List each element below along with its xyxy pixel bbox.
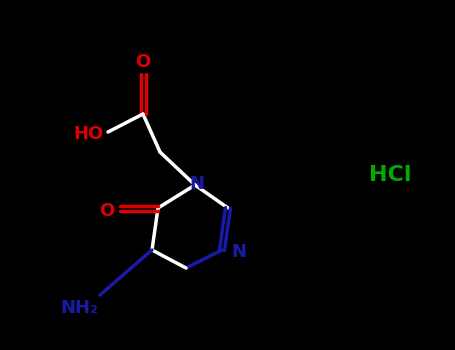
Text: HCl: HCl [369, 165, 411, 185]
Text: O: O [99, 202, 114, 220]
Text: NH₂: NH₂ [60, 299, 98, 317]
Text: O: O [136, 53, 151, 71]
Text: N: N [231, 243, 246, 261]
Text: HO: HO [74, 125, 104, 143]
Text: N: N [189, 175, 204, 193]
